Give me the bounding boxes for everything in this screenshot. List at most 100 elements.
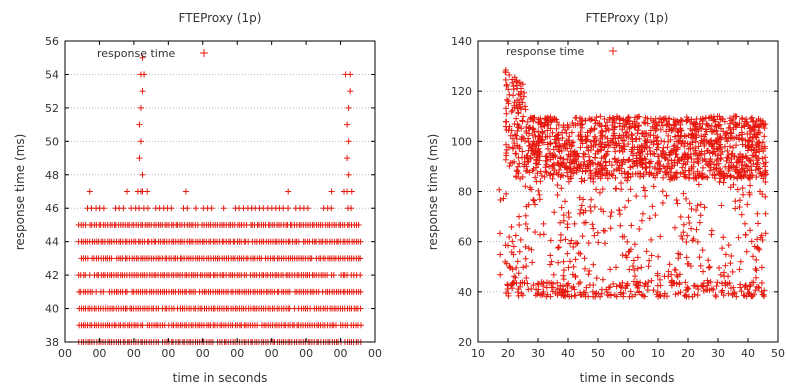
right-data-point xyxy=(554,279,561,286)
right-data-point xyxy=(590,261,597,268)
left-data-point xyxy=(144,188,151,195)
right-data-point xyxy=(644,120,651,127)
right-data-point xyxy=(513,264,520,271)
right-data-point xyxy=(631,273,638,280)
right-data-point xyxy=(648,252,655,259)
right-data-point xyxy=(533,178,540,185)
right-data-point xyxy=(570,263,577,270)
left-data-point xyxy=(220,205,227,212)
right-data-point xyxy=(592,117,599,124)
right-data-point xyxy=(571,220,578,227)
right-data-point xyxy=(536,196,543,203)
right-data-point xyxy=(554,244,561,251)
right-data-point xyxy=(624,174,631,181)
right-x-tick-label: 00 xyxy=(621,347,635,360)
left-y-axis-label: response time (ms) xyxy=(13,134,27,251)
right-data-point xyxy=(503,110,510,117)
right-x-tick-label: 30 xyxy=(531,347,545,360)
left-data-point xyxy=(344,155,351,162)
right-data-point xyxy=(502,123,509,130)
right-data-point xyxy=(666,261,673,268)
right-data-point xyxy=(633,193,640,200)
right-data-point xyxy=(639,210,646,217)
right-data-point xyxy=(516,213,523,220)
right-data-point xyxy=(578,178,585,185)
right-data-point xyxy=(579,233,586,240)
right-data-point xyxy=(761,287,768,294)
right-data-point xyxy=(719,287,726,294)
right-data-point xyxy=(554,191,561,198)
left-data-point xyxy=(347,71,354,78)
right-data-point xyxy=(516,221,523,228)
right-data-point xyxy=(588,196,595,203)
left-data-point xyxy=(330,272,337,279)
right-data-point xyxy=(706,263,713,270)
right-data-point xyxy=(577,206,584,213)
right-data-point xyxy=(701,204,708,211)
right-data-point xyxy=(572,256,579,263)
right-data-point xyxy=(718,202,725,209)
right-data-point xyxy=(762,210,769,217)
left-x-tick-label: 00 xyxy=(299,347,313,360)
right-data-point xyxy=(551,209,558,216)
right-y-tick-label: 100 xyxy=(451,135,472,148)
left-data-point xyxy=(100,205,107,212)
right-data-point xyxy=(735,234,742,241)
left-data-point xyxy=(344,121,351,128)
right-data-point xyxy=(510,243,517,250)
right-data-point xyxy=(658,138,665,145)
left-data-point xyxy=(357,305,364,312)
right-data-point xyxy=(506,233,513,240)
right-data-point xyxy=(697,262,704,269)
right-data-point xyxy=(508,108,515,115)
right-data-point xyxy=(643,248,650,255)
left-data-point xyxy=(120,205,127,212)
right-data-point xyxy=(725,242,732,249)
right-data-point xyxy=(660,174,667,181)
right-data-point xyxy=(754,159,761,166)
left-data-point xyxy=(139,88,146,95)
right-data-point xyxy=(616,207,623,214)
right-data-point xyxy=(753,153,760,160)
right-data-point xyxy=(590,225,597,232)
right-data-point xyxy=(502,156,509,163)
right-data-point xyxy=(683,239,690,246)
right-x-axis-label: time in seconds xyxy=(580,371,675,385)
left-y-tick-label: 44 xyxy=(45,236,59,249)
right-data-point xyxy=(607,225,614,232)
right-data-point xyxy=(554,182,561,189)
right-data-point xyxy=(567,240,574,247)
right-data-point xyxy=(516,160,523,167)
right-data-point xyxy=(699,247,706,254)
right-data-point xyxy=(697,212,704,219)
right-data-point xyxy=(543,158,550,165)
right-data-point xyxy=(743,248,750,255)
left-x-tick-label: 00 xyxy=(368,347,382,360)
right-data-point xyxy=(562,236,569,243)
right-data-point xyxy=(694,202,701,209)
right-data-point xyxy=(525,245,532,252)
right-data-point xyxy=(629,263,636,270)
right-data-point xyxy=(663,192,670,199)
right-data-point xyxy=(516,248,523,255)
right-y-tick-label: 140 xyxy=(451,35,472,48)
right-data-point xyxy=(555,259,562,266)
right-data-point xyxy=(599,276,606,283)
right-data-point xyxy=(530,197,537,204)
right-data-point xyxy=(741,220,748,227)
right-data-point xyxy=(699,164,706,171)
right-data-point xyxy=(508,224,515,231)
right-data-point xyxy=(654,282,661,289)
right-x-tick-label: 20 xyxy=(681,347,695,360)
right-data-point xyxy=(557,231,564,238)
right-data-point xyxy=(550,271,557,278)
right-data-point xyxy=(761,133,768,140)
right-data-point xyxy=(574,240,581,247)
left-y-tick-label: 38 xyxy=(45,336,59,349)
right-data-point xyxy=(625,197,632,204)
right-data-point xyxy=(563,130,570,137)
right-data-point xyxy=(649,203,656,210)
right-data-point xyxy=(716,264,723,271)
right-legend-label: response time xyxy=(506,45,585,58)
right-data-point xyxy=(522,243,529,250)
